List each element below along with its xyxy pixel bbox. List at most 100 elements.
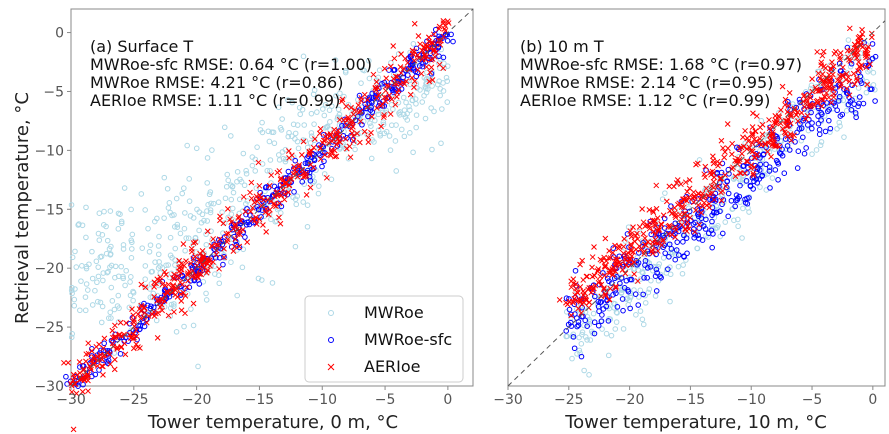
point-mwroe-0-443	[398, 126, 405, 133]
point-mwroe-0-24	[145, 225, 151, 232]
point-aerioe-1-261	[612, 283, 619, 290]
point-aerioe-1-507	[817, 75, 824, 82]
point-aerioe-1-283	[622, 255, 628, 262]
point-mwroe-0-272	[212, 271, 218, 277]
point-mwroe_sfc-1-151	[786, 147, 793, 153]
point-mwroe-0-160	[168, 270, 175, 277]
point-aerioe-1-511	[701, 171, 708, 178]
point-aerioe-0-454	[112, 333, 119, 340]
point-mwroe-0-52	[111, 350, 118, 356]
point-mwroe_sfc-1-271	[766, 168, 773, 174]
point-mwroe_sfc-0-327	[342, 122, 349, 129]
point-aerioe-1-259	[716, 160, 723, 167]
point-mwroe-1-168	[618, 290, 625, 296]
point-aerioe-0-514	[140, 305, 147, 311]
point-mwroe-1-34	[586, 371, 592, 378]
point-aerioe-1-302	[768, 153, 774, 160]
point-aerioe-0-132	[378, 123, 384, 130]
point-aerioe-1-180	[696, 221, 703, 228]
point-aerioe-0-74	[159, 307, 166, 314]
point-mwroe_sfc-0-225	[365, 97, 372, 103]
point-aerioe-1-529	[583, 297, 590, 304]
point-mwroe-0-132	[181, 323, 187, 330]
point-mwroe-1-241	[836, 119, 843, 126]
point-aerioe-1-9	[749, 132, 756, 139]
point-aerioe-0-16	[111, 356, 118, 363]
point-aerioe-1-127	[764, 148, 771, 155]
point-mwroe_sfc-1-280	[845, 101, 852, 108]
y-tick-label: −25	[34, 320, 64, 336]
point-mwroe-1-289	[855, 85, 862, 91]
point-mwroe-1-294	[611, 305, 617, 311]
point-aerioe-0-397	[217, 213, 223, 220]
point-mwroe_sfc-1-266	[734, 144, 740, 151]
point-mwroe-0-506	[345, 101, 352, 108]
point-aerioe-1-512	[814, 97, 821, 104]
point-mwroe-0-295	[203, 290, 209, 297]
point-mwroe_sfc-1-95	[672, 220, 679, 227]
point-aerioe-1-138	[639, 206, 646, 212]
point-aerioe-0-56	[364, 96, 371, 103]
point-aerioe-0-251	[106, 351, 113, 358]
point-aerioe-1-71	[631, 259, 638, 265]
point-mwroe-0-206	[259, 119, 265, 126]
point-mwroe-1-5	[614, 310, 620, 316]
point-mwroe-0-178	[147, 242, 154, 248]
point-aerioe-0-308	[83, 351, 90, 358]
point-mwroe-1-199	[660, 255, 667, 261]
point-aerioe-1-448	[721, 154, 728, 161]
point-aerioe-0-535	[384, 82, 390, 89]
point-mwroe-1-69	[809, 151, 815, 157]
point-mwroe_sfc-0-267	[196, 281, 203, 287]
point-mwroe-0-152	[181, 185, 187, 192]
point-mwroe-1-130	[613, 309, 620, 316]
point-aerioe-1-472	[827, 79, 834, 86]
point-aerioe-0-71	[325, 140, 332, 146]
point-mwroe-1-65	[665, 241, 671, 248]
point-mwroe-1-385	[669, 249, 675, 255]
point-mwroe-0-578	[366, 57, 372, 64]
point-mwroe_sfc-1-363	[760, 151, 767, 157]
point-mwroe_sfc-1-394	[756, 167, 763, 173]
point-aerioe-1-497	[720, 145, 726, 151]
x-tick-label: −25	[119, 392, 149, 408]
point-mwroe_sfc-1-336	[719, 230, 726, 237]
point-aerioe-1-424	[784, 118, 790, 124]
point-aerioe-1-526	[834, 77, 841, 84]
point-aerioe-0-349	[247, 208, 254, 215]
point-mwroe-0-32	[92, 287, 98, 294]
point-mwroe-0-254	[285, 97, 291, 103]
point-mwroe_sfc-0-23	[311, 165, 317, 172]
point-aerioe-0-123	[224, 206, 231, 212]
point-mwroe-1-62	[735, 216, 741, 223]
point-aerioe-0-486	[116, 332, 122, 339]
point-aerioe-1-431	[586, 285, 593, 291]
point-mwroe_sfc-1-75	[614, 304, 621, 310]
point-aerioe-0-109	[65, 359, 71, 366]
point-mwroe_sfc-1-246	[709, 244, 715, 251]
point-mwroe-1-162	[680, 262, 686, 268]
point-mwroe-0-188	[157, 263, 163, 269]
point-mwroe_sfc-1-390	[843, 90, 850, 96]
point-aerioe-1-106	[739, 150, 745, 157]
point-mwroe-0-570	[437, 86, 444, 92]
point-aerioe-1-112	[667, 207, 673, 214]
point-aerioe-0-523	[98, 355, 105, 362]
point-aerioe-1-428	[814, 100, 821, 106]
point-mwroe-0-557	[429, 146, 435, 153]
point-mwroe_sfc-1-341	[709, 212, 715, 218]
point-mwroe_sfc-0-361	[367, 107, 374, 113]
point-aerioe-0-398	[164, 289, 171, 296]
point-aerioe-0-18	[236, 243, 243, 250]
point-mwroe_sfc-1-90	[591, 319, 598, 326]
point-aerioe-1-536	[570, 276, 577, 282]
point-mwroe-0-368	[249, 162, 256, 169]
point-mwroe-0-275	[243, 201, 249, 207]
point-mwroe_sfc-1-250	[795, 148, 802, 155]
point-mwroe-0-35	[98, 253, 105, 260]
point-aerioe-1-83	[577, 283, 584, 290]
point-aerioe-0-549	[289, 152, 295, 159]
point-aerioe-0-393	[431, 46, 438, 53]
point-aerioe-0-420	[365, 139, 372, 146]
point-aerioe-0-83	[323, 174, 330, 181]
